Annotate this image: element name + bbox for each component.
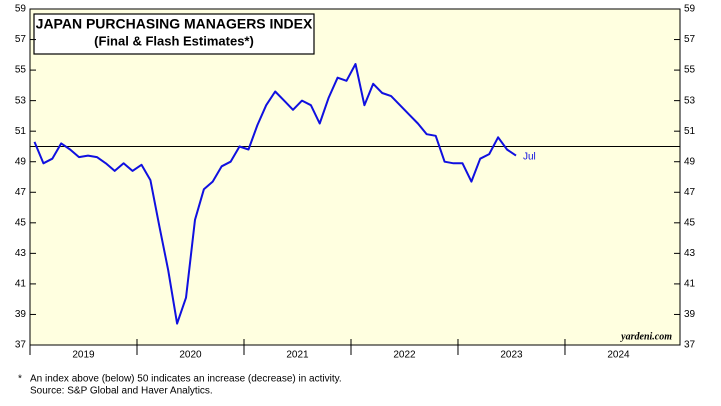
series-line [33, 63, 517, 325]
end-label: Jul [523, 151, 536, 162]
y-tick-label: 51 [15, 126, 27, 137]
footnote: An index above (below) 50 indicates an i… [30, 374, 342, 385]
y-tick-label: 43 [15, 248, 27, 259]
y-tick-label: 53 [15, 95, 27, 106]
source-credit: yardeni.com [620, 331, 672, 342]
y-tick-label: 55 [15, 65, 27, 76]
y2-tick-label: 45 [684, 217, 696, 228]
y2-tick-label: 41 [684, 279, 696, 290]
chart-title: JAPAN PURCHASING MANAGERS INDEX [36, 16, 313, 32]
y-tick-label: 57 [15, 34, 27, 45]
x-tick-label: 2024 [607, 350, 630, 361]
y-tick-label: 59 [15, 4, 27, 15]
x-tick-label: 2021 [286, 350, 309, 361]
y-tick-label: 41 [15, 279, 27, 290]
x-tick-label: 2023 [500, 350, 523, 361]
y2-tick-label: 51 [684, 126, 696, 137]
y2-tick-label: 37 [684, 340, 696, 351]
y2-tick-label: 53 [684, 95, 696, 106]
x-tick-label: 2019 [72, 350, 95, 361]
title-box [33, 13, 315, 55]
y2-tick-label: 57 [684, 34, 696, 45]
y2-tick-label: 47 [684, 187, 696, 198]
x-tick-label: 2020 [179, 350, 202, 361]
footnote-mark: * [18, 374, 22, 385]
chart-subtitle: (Final & Flash Estimates*) [94, 33, 254, 48]
source: Source: S&P Global and Haver Analytics. [30, 386, 213, 397]
plot-area [29, 8, 681, 346]
y-tick-label: 45 [15, 217, 27, 228]
y2-tick-label: 39 [684, 309, 696, 320]
y2-tick-label: 49 [684, 156, 696, 167]
y-tick-label: 47 [15, 187, 27, 198]
y2-tick-label: 55 [684, 65, 696, 76]
y-tick-label: 49 [15, 156, 27, 167]
y2-tick-label: 43 [684, 248, 696, 259]
x-tick-label: 2022 [393, 350, 416, 361]
y2-tick-label: 59 [684, 4, 696, 15]
y-tick-label: 37 [15, 340, 27, 351]
y-tick-label: 39 [15, 309, 27, 320]
